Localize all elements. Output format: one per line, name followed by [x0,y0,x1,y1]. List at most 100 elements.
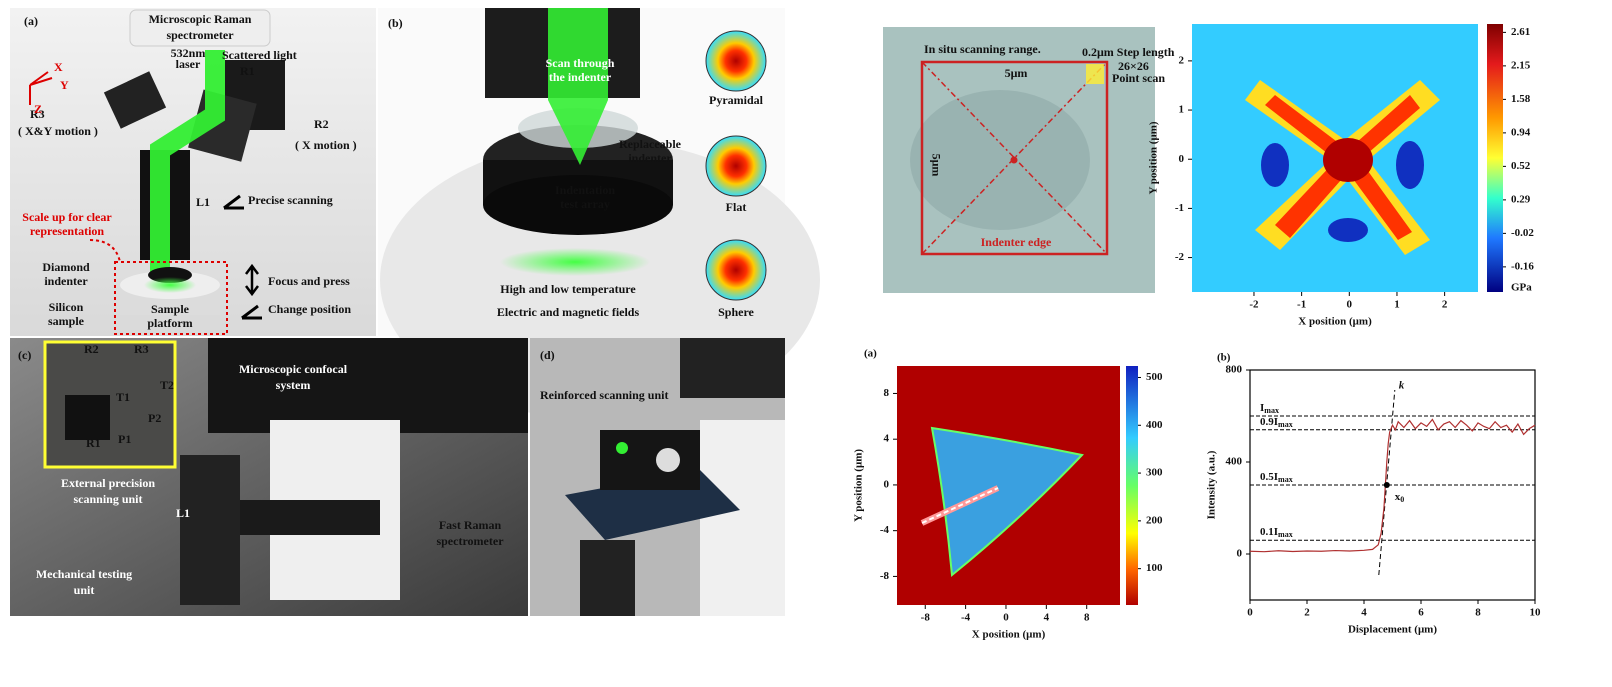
y-tick-label: 0 [884,478,890,490]
x-tick-label: 8 [1475,607,1481,619]
y-axis-label: Intensity (a.u.) [1206,450,1218,519]
label: Microscopic confocal [239,362,348,376]
shape [1261,143,1289,187]
label: Scan through [546,56,615,70]
label: T2 [160,378,174,392]
x-tick-label: 1 [1394,299,1400,311]
colorbar-unit: GPa [1511,282,1532,294]
label: Focus and press [268,274,350,288]
panel-a: (a) Microscopic Raman spectrometer 532nm… [10,8,376,336]
label: Fast Raman [439,518,502,532]
y-tick-label: 400 [1226,456,1243,468]
shape [129,9,271,47]
x-tick-label: -2 [1249,299,1259,311]
label: scanning unit [73,492,142,506]
label: Silicon [49,300,84,314]
label: T1 [116,390,130,404]
shape [180,455,240,605]
label: unit [74,583,95,597]
shape [29,71,53,105]
shape [65,395,110,440]
shape [241,304,262,320]
shape [680,338,785,398]
label: Replaceable [619,137,682,151]
label: Electric and magnetic fields [497,305,640,319]
shape [910,90,1090,230]
y-tick-label: -4 [880,524,890,536]
x-tick-label: 4 [1044,612,1050,624]
y-tick-label: 2 [1179,54,1185,66]
label: indenter [44,274,88,288]
micrograph: In situ scanning range. 5μm 5μm 0.2μm St… [883,27,1175,293]
shape [230,500,380,535]
label: Sphere [718,305,754,319]
label: External precision [61,476,155,490]
level-label: 0.9Imax [1260,415,1293,428]
colorbar-tick-label: 0.52 [1511,160,1531,172]
x-tick-label: -8 [921,612,931,624]
y-axis-label: Y position (μm) [853,449,865,522]
colorbar-tick-label: 0.94 [1511,126,1531,138]
y-tick-label: 4 [884,433,890,445]
panel-label: (a) [864,348,877,360]
colorbar-tick-label: 1.58 [1511,93,1531,105]
panel-label: (b) [1217,352,1231,364]
label: Mechanical testing [36,567,132,581]
label: L1 [176,506,190,520]
label: system [276,378,311,392]
label: R3 [30,107,45,121]
x-tick-label: 10 [1530,607,1542,619]
label-sub: max [1264,406,1279,415]
label: High and low temperature [500,282,636,296]
label: 5μm [1005,66,1028,80]
shape [705,30,767,92]
x-axis-label: X position (μm) [1298,316,1372,328]
shape [930,426,1084,577]
colorbar-tick-label: 200 [1146,514,1163,526]
shape [1086,64,1104,84]
x-axis-label: Displacement (μm) [1348,624,1437,636]
x-tick-label: 0 [1347,299,1353,311]
label: platform [147,316,192,330]
colorbar-tick-label: 100 [1146,562,1163,574]
shape [1323,138,1373,182]
stress-map [1192,24,1503,292]
label: test array [560,197,610,211]
y-tick-label: -2 [1175,251,1185,263]
panel-c: (c) R2 R3 T1 T2 P2 R1 P1 Microscopic con… [10,338,528,616]
label: Diamond [42,260,90,274]
shape [208,338,528,433]
label: 532nm [171,46,206,60]
panel-label: (b) [388,16,403,30]
shape [921,487,999,524]
x-tick-label: -4 [961,612,971,624]
colorbar-tick-label: -0.02 [1511,227,1534,239]
x-tick-label: -1 [1297,299,1306,311]
shape [1010,156,1018,164]
label: ( X motion ) [295,138,357,152]
shape [103,71,167,129]
shape [114,261,228,335]
x0-label: x0 [1395,491,1405,504]
shape [920,60,1109,256]
generated: -2 -1 0 1 2 -2 -1 0 1 2 X position (μm) Y position … [853,26,1541,641]
label: R1 [86,436,101,450]
label: representation [30,224,105,238]
y-tick-label: 1 [1179,104,1185,116]
x-axis-label: X position (μm) [972,629,1046,641]
label: L1 [196,195,210,209]
colorbar-tick-label: 2.15 [1511,59,1531,71]
label: sample [48,314,85,328]
label: R2 [314,117,329,131]
x-tick-label: 0 [1247,607,1253,619]
axis-label: Z [34,102,42,116]
panel-d: (d) Reinforced scanning unit [530,338,785,616]
shape [1328,218,1368,242]
shape [89,239,121,263]
shape [700,420,785,616]
label: P1 [118,432,131,446]
shape [483,175,673,235]
label: indenter [628,151,672,165]
label: Indentation [555,183,615,197]
level-label: 0.1Imax [1260,526,1293,539]
